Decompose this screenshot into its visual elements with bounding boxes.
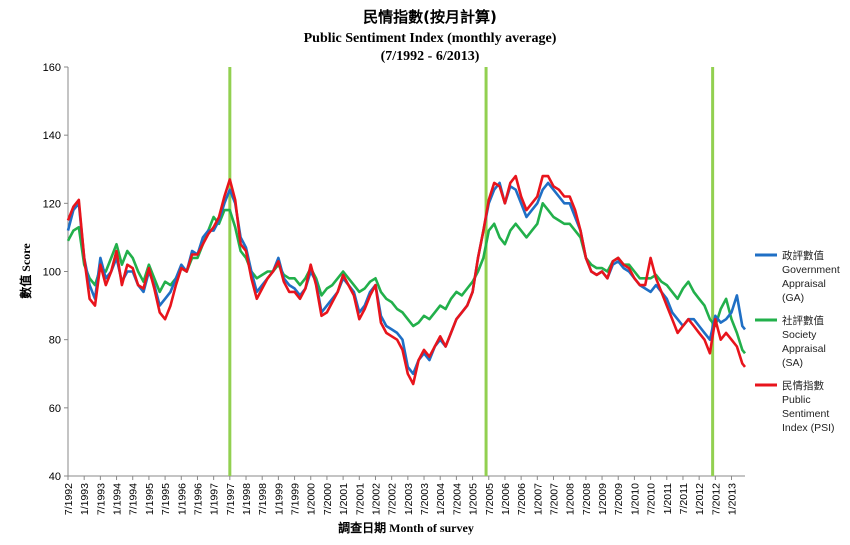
- x-tick-label: 1/2011: [662, 483, 674, 514]
- x-tick-label: 7/2002: [387, 483, 399, 515]
- x-tick-label: 1/2000: [306, 483, 318, 515]
- x-tick-label: 1/1998: [241, 483, 253, 515]
- x-tick-label: 7/1992: [63, 483, 75, 515]
- legend-label: Index (PSI): [782, 422, 835, 434]
- x-tick-label: 7/2008: [581, 483, 593, 515]
- plot-area: 40 60 80 100 120 140 160 7/1992 1/1993 7/1993 1/1…: [43, 62, 747, 515]
- legend-label: Appraisal: [782, 343, 826, 355]
- x-tick-label: 7/2005: [484, 483, 496, 515]
- x-tick-label: 1/2005: [468, 483, 480, 515]
- legend-label: Sentiment: [782, 408, 829, 420]
- x-axis-label: 調查日期 Month of survey: [338, 520, 474, 535]
- y-axis-label: 數值 Score: [18, 243, 33, 299]
- x-tick-label: 7/1993: [95, 483, 107, 515]
- chart-title: Public Sentiment Index (monthly average): [304, 31, 557, 46]
- legend-label: Government: [782, 264, 840, 276]
- legend-label: Appraisal: [782, 278, 826, 290]
- x-tick-label: 7/2011: [678, 483, 690, 514]
- x-tick-label: 1/2006: [500, 483, 512, 515]
- legend-label-zh: 民情指數: [782, 379, 824, 392]
- y-tick-label: 60: [49, 403, 61, 415]
- chart-title-zh: 民情指數(按月計算): [363, 8, 497, 26]
- x-tick-label: 1/2012: [694, 483, 706, 515]
- x-tick-label: 7/1996: [192, 483, 204, 515]
- x-tick-label: 1/1996: [176, 483, 188, 515]
- x-tick-label: 7/2004: [451, 483, 463, 515]
- x-tick-label: 1/1999: [273, 483, 285, 515]
- x-tick-label: 1/2013: [727, 483, 739, 515]
- x-tick-label: 1/2010: [629, 483, 641, 515]
- x-tick-label: 1/1997: [209, 483, 221, 515]
- x-tick-label: 1/2002: [370, 483, 382, 515]
- series-line-2: [66, 174, 747, 386]
- y-tick-label: 140: [43, 130, 61, 142]
- x-tick-label: 7/2007: [548, 483, 560, 515]
- x-tick-label: 7/2000: [322, 483, 334, 515]
- x-tick-label: 7/2006: [516, 483, 528, 515]
- x-tick-label: 1/2007: [532, 483, 544, 515]
- x-tick-label: 1/1995: [144, 483, 156, 515]
- x-tick-label: 7/2012: [710, 483, 722, 515]
- y-tick-label: 100: [43, 267, 61, 279]
- legend-label: (GA): [782, 292, 804, 304]
- x-tick-label: 7/2001: [354, 483, 366, 515]
- legend: 政評數值 Government Appraisal (GA) 社評數值 Society Ap…: [755, 249, 840, 434]
- x-tick-label: 7/1994: [128, 483, 140, 515]
- x-tick-label: 7/2010: [646, 483, 658, 515]
- x-tick-label: 1/1993: [79, 483, 91, 515]
- y-tick-label: 40: [49, 471, 61, 483]
- legend-label: Society: [782, 329, 817, 341]
- x-tick-label: 1/2008: [565, 483, 577, 515]
- x-tick-label: 1/2001: [338, 483, 350, 515]
- legend-label-zh: 社評數值: [782, 314, 824, 327]
- x-tick-label: 1/2004: [435, 483, 447, 515]
- x-tick-label: 7/1997: [225, 483, 237, 515]
- y-tick-label: 80: [49, 335, 61, 347]
- legend-label: (SA): [782, 357, 803, 369]
- series-line-1: [66, 202, 747, 355]
- x-tick-label: 1/1994: [112, 483, 124, 515]
- chart-subtitle: (7/1992 - 6/2013): [381, 49, 480, 64]
- x-tick-label: 1/2003: [403, 483, 415, 515]
- x-tick-label: 7/1998: [257, 483, 269, 515]
- y-tick-label: 120: [43, 198, 61, 210]
- x-tick-label: 7/2003: [419, 483, 431, 515]
- x-tick-label: 7/1999: [290, 483, 302, 515]
- legend-label-zh: 政評數值: [782, 249, 824, 262]
- x-tick-label: 7/1995: [160, 483, 172, 515]
- x-tick-label: 1/2009: [597, 483, 609, 515]
- y-tick-label: 160: [43, 62, 61, 74]
- legend-label: Public: [782, 394, 811, 406]
- x-tick-label: 7/2009: [613, 483, 625, 515]
